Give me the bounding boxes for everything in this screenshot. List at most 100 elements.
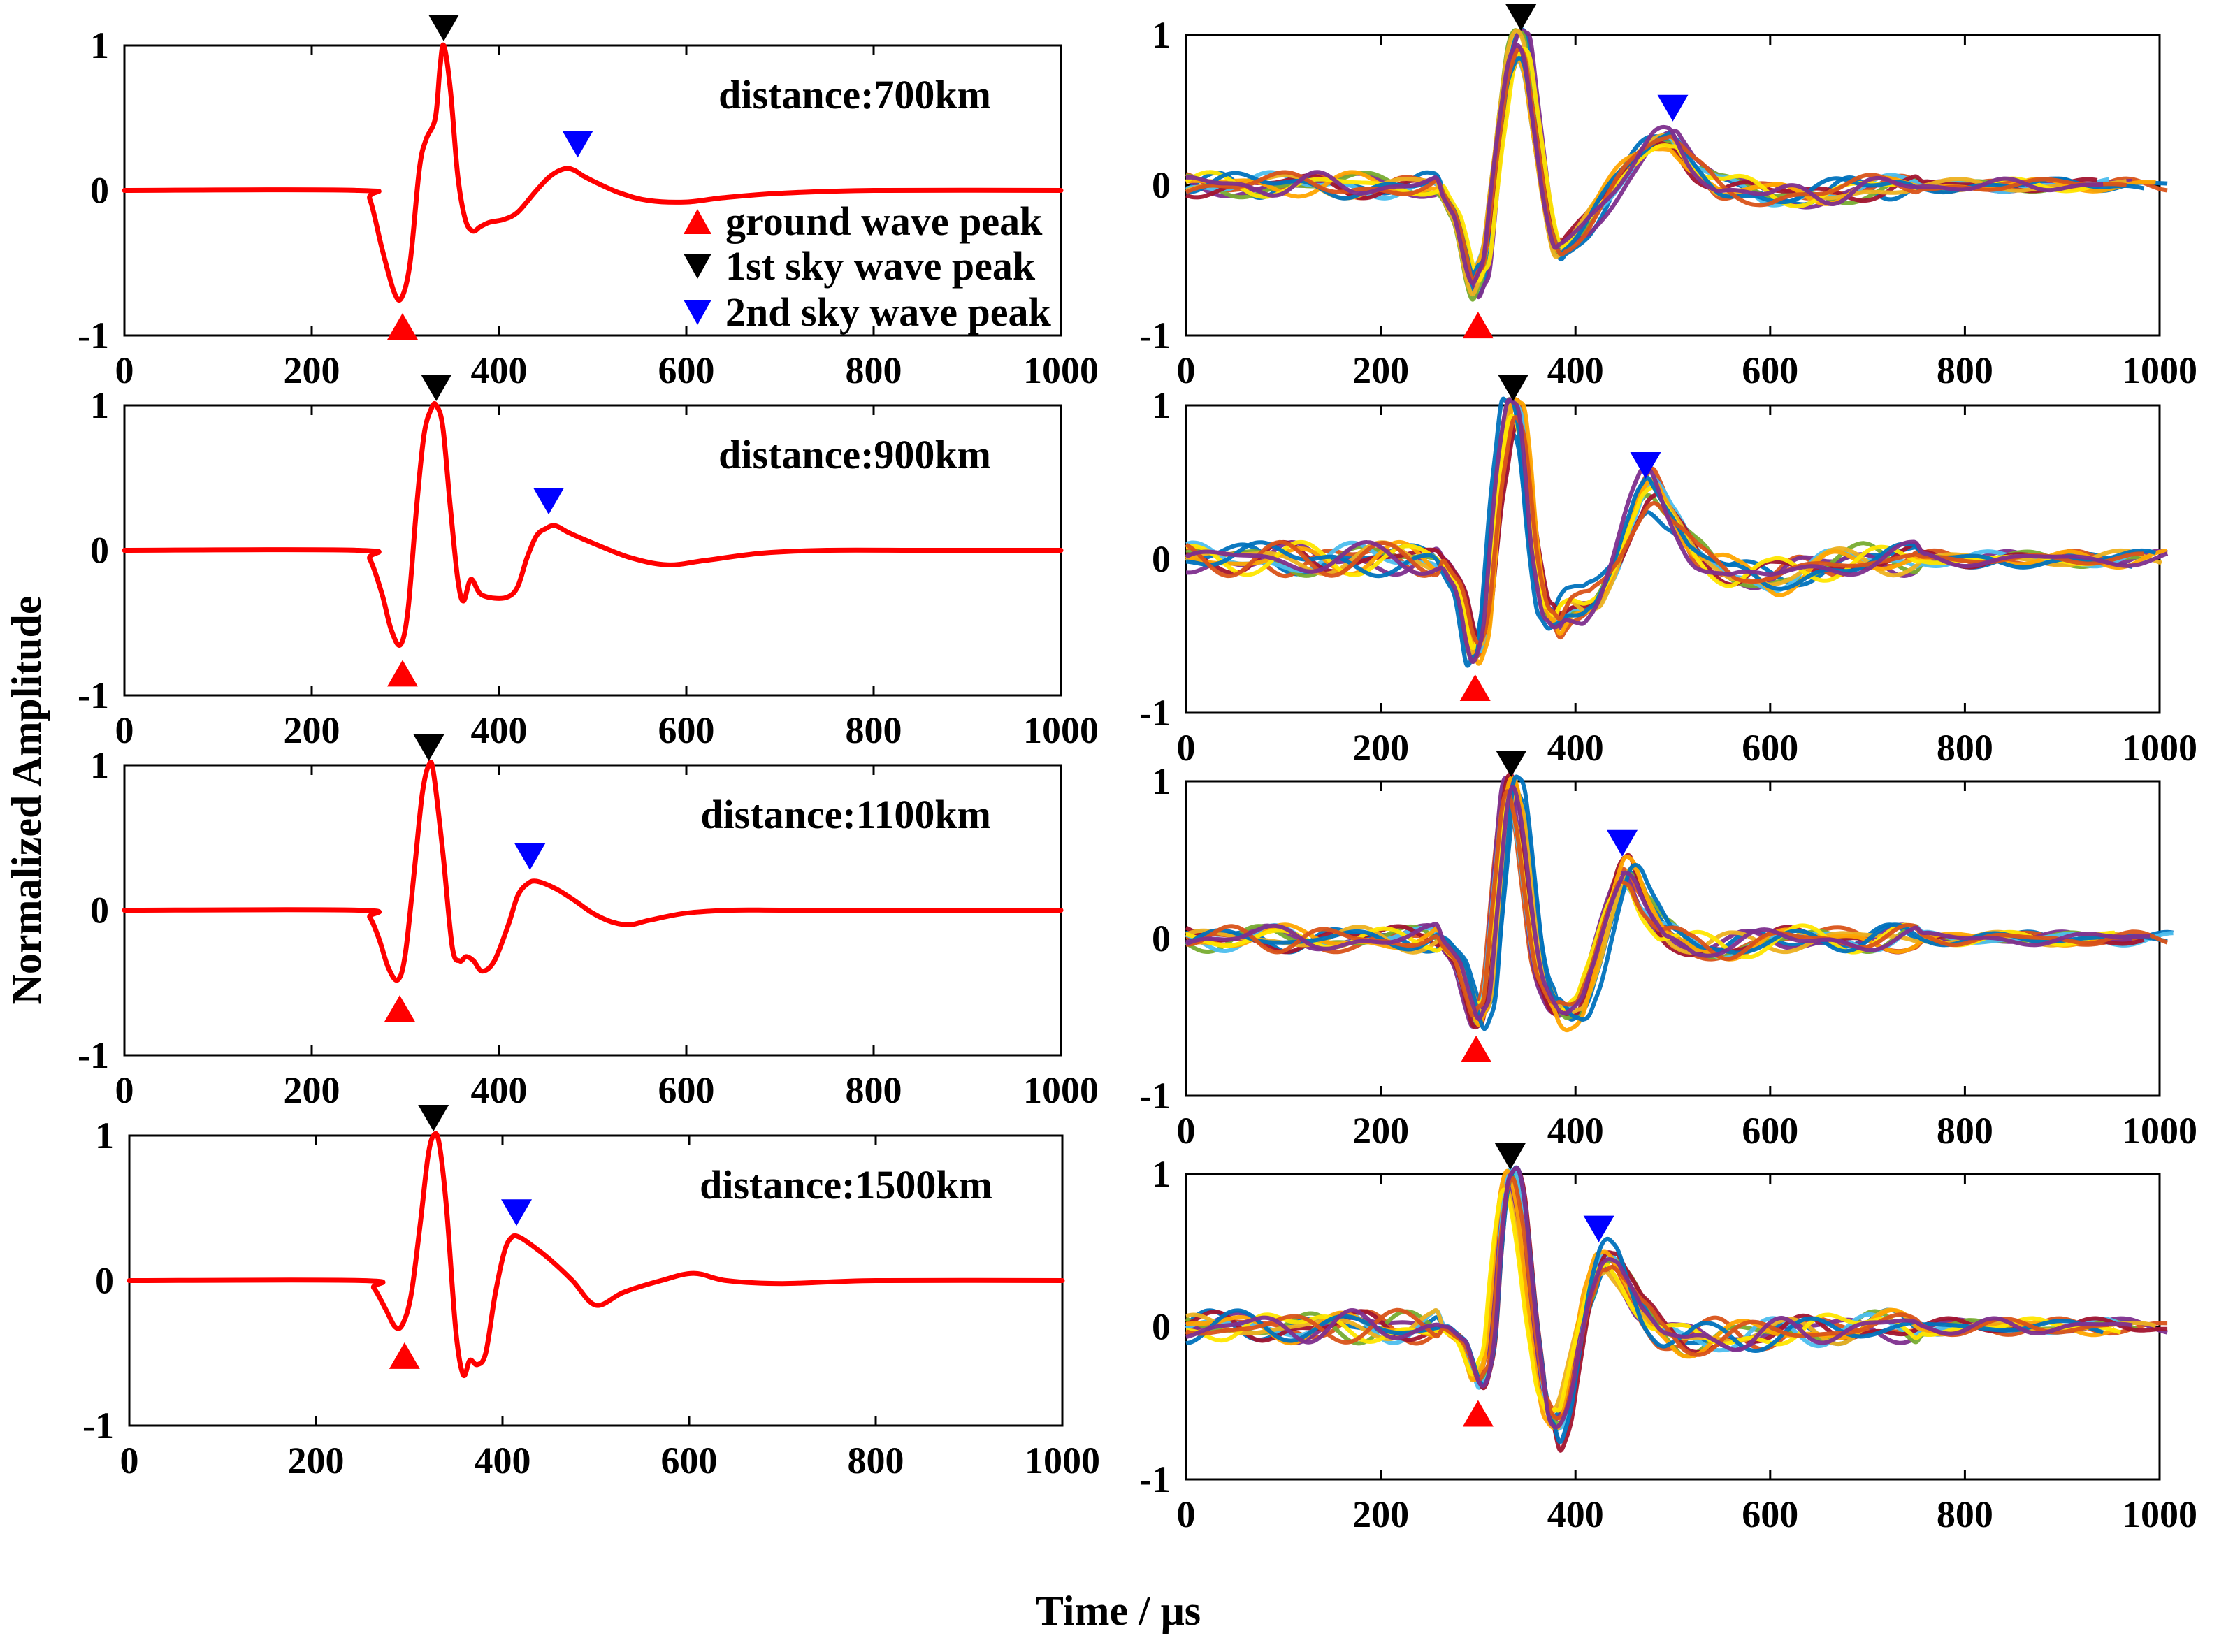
x-tick-label: 1000 bbox=[1023, 1069, 1099, 1111]
x-tick-label: 1000 bbox=[1023, 709, 1099, 751]
x-tick-label: 800 bbox=[1937, 349, 1993, 391]
x-tick-label: 200 bbox=[284, 1069, 340, 1111]
x-tick-label: 800 bbox=[1937, 727, 1993, 769]
y-tick-label: 1 bbox=[1152, 384, 1171, 426]
panel-right-3: 0 200 400 600 800 1000-101 bbox=[1139, 1143, 2197, 1535]
sky-wave-1-peak-marker bbox=[418, 1105, 449, 1131]
y-tick-label: 0 bbox=[1152, 1306, 1171, 1348]
x-tick-label: 200 bbox=[1352, 727, 1409, 769]
sky-wave-2-peak-marker bbox=[1607, 829, 1638, 857]
x-tick-label: 200 bbox=[1352, 1493, 1409, 1535]
x-tick-label: 800 bbox=[846, 1069, 902, 1111]
observed-waveform-line bbox=[1185, 776, 2104, 1033]
x-tick-label: 400 bbox=[471, 349, 528, 391]
legend-label: 1st sky wave peak bbox=[725, 243, 1036, 289]
x-tick-label: 600 bbox=[1742, 727, 1798, 769]
legend-marker bbox=[684, 209, 711, 234]
ground-wave-peak-marker bbox=[1462, 312, 1494, 339]
waveform-line bbox=[122, 759, 1064, 983]
legend-label: ground wave peak bbox=[725, 198, 1043, 244]
x-tick-label: 400 bbox=[471, 1069, 528, 1111]
ground-wave-peak-marker bbox=[389, 1342, 420, 1369]
observed-waveform-line bbox=[1185, 785, 2151, 1021]
x-tick-label: 0 bbox=[1177, 349, 1196, 391]
x-tick-label: 1000 bbox=[2122, 1493, 2197, 1535]
sky-wave-1-peak-marker bbox=[1494, 1143, 1526, 1170]
x-tick-label: 1000 bbox=[2122, 349, 2197, 391]
x-tick-label: 1000 bbox=[1025, 1440, 1100, 1481]
y-tick-label: 1 bbox=[90, 24, 109, 66]
x-tick-label: 600 bbox=[658, 709, 715, 751]
y-tick-label: 0 bbox=[1152, 918, 1171, 959]
legend-marker bbox=[684, 300, 711, 325]
ground-wave-peak-marker bbox=[384, 995, 415, 1022]
distance-annotation: distance:1500km bbox=[700, 1162, 992, 1208]
panel-right-0: 0 200 400 600 800 1000-101 bbox=[1139, 4, 2197, 391]
observed-waveform-line bbox=[1185, 399, 2145, 656]
y-tick-label: 1 bbox=[95, 1115, 114, 1157]
x-tick-label: 600 bbox=[1742, 1110, 1798, 1152]
sky-wave-1-peak-marker bbox=[421, 375, 452, 401]
sky-wave-2-peak-marker bbox=[501, 1199, 533, 1226]
x-tick-label: 1000 bbox=[2122, 1110, 2197, 1152]
x-tick-label: 0 bbox=[115, 349, 134, 391]
y-tick-label: 0 bbox=[90, 890, 109, 932]
sky-wave-2-peak-marker bbox=[514, 843, 546, 870]
x-tick-label: 600 bbox=[1742, 349, 1798, 391]
y-tick-label: -1 bbox=[1139, 1458, 1171, 1500]
distance-annotation: distance:900km bbox=[718, 432, 991, 477]
y-tick-label: 0 bbox=[1152, 164, 1171, 206]
panel-right-1: 0 200 400 600 800 1000-101 bbox=[1139, 375, 2197, 769]
sky-wave-2-peak-marker bbox=[562, 131, 593, 158]
x-tick-label: 0 bbox=[1177, 1493, 1196, 1535]
observed-waveform-line bbox=[1185, 789, 2169, 1018]
x-tick-label: 1000 bbox=[2122, 727, 2197, 769]
sky-wave-2-peak-marker bbox=[1657, 94, 1689, 122]
x-tick-label: 400 bbox=[1547, 1493, 1604, 1535]
y-tick-label: 1 bbox=[90, 744, 109, 786]
x-tick-label: 200 bbox=[1352, 1110, 1409, 1152]
x-tick-label: 0 bbox=[1177, 727, 1196, 769]
x-axis-label: Time / μs bbox=[1036, 1588, 1201, 1634]
x-tick-label: 800 bbox=[846, 709, 902, 751]
y-tick-label: 1 bbox=[1152, 760, 1171, 802]
y-tick-label: 1 bbox=[1152, 1153, 1171, 1195]
y-tick-label: -1 bbox=[78, 1034, 109, 1076]
x-tick-label: 800 bbox=[848, 1440, 904, 1481]
x-tick-label: 0 bbox=[1177, 1110, 1196, 1152]
y-tick-label: 1 bbox=[1152, 14, 1171, 56]
ground-wave-peak-marker bbox=[1461, 1036, 1492, 1062]
y-tick-label: 0 bbox=[95, 1260, 114, 1302]
waveform-line bbox=[127, 1131, 1065, 1379]
x-tick-label: 200 bbox=[288, 1440, 345, 1481]
waveform-line bbox=[122, 401, 1064, 648]
waveform-line bbox=[122, 42, 1064, 303]
sky-wave-1-peak-marker bbox=[428, 15, 459, 41]
x-tick-label: 400 bbox=[1547, 727, 1604, 769]
x-tick-label: 600 bbox=[658, 1069, 715, 1111]
x-tick-label: 600 bbox=[661, 1440, 718, 1481]
x-tick-label: 800 bbox=[846, 349, 902, 391]
y-axis-label: Normalized Amplitude bbox=[3, 596, 50, 1005]
y-tick-label: 1 bbox=[90, 384, 109, 426]
y-tick-label: 0 bbox=[90, 170, 109, 212]
y-tick-label: -1 bbox=[78, 314, 109, 356]
x-tick-label: 400 bbox=[471, 709, 528, 751]
x-tick-label: 400 bbox=[1547, 349, 1604, 391]
sky-wave-1-peak-marker bbox=[1496, 751, 1527, 777]
x-tick-label: 400 bbox=[475, 1440, 531, 1481]
sky-wave-2-peak-marker bbox=[1583, 1215, 1614, 1242]
sky-wave-1-peak-marker bbox=[1498, 375, 1529, 401]
y-tick-label: -1 bbox=[78, 674, 109, 716]
x-tick-label: 200 bbox=[284, 709, 340, 751]
ground-wave-peak-marker bbox=[386, 660, 418, 687]
x-tick-label: 800 bbox=[1937, 1110, 1993, 1152]
ground-wave-peak-marker bbox=[1459, 674, 1491, 701]
